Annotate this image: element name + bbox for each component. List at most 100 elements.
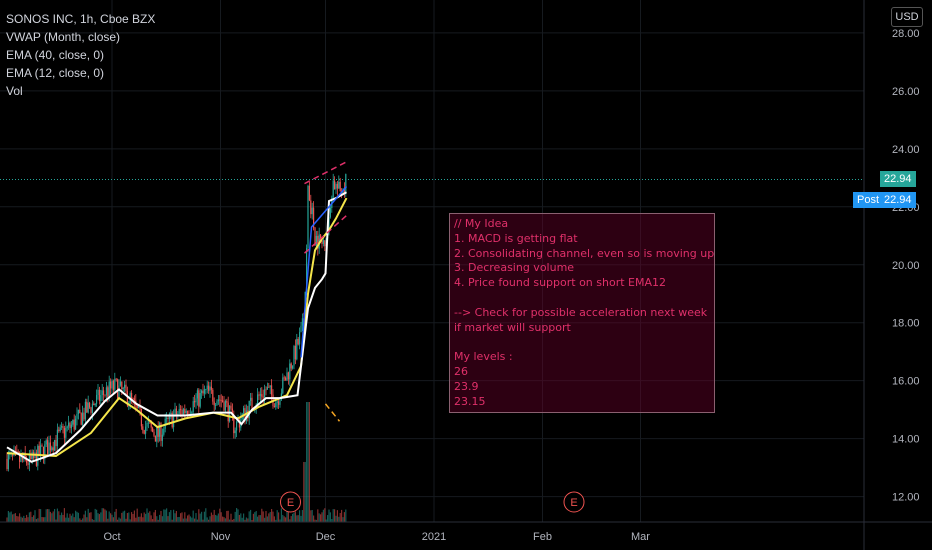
legend-vwap[interactable]: VWAP (Month, close) [6, 30, 121, 44]
volume-bar [41, 517, 43, 522]
volume-bar [318, 513, 320, 522]
volume-bar [189, 516, 191, 522]
candle-body [273, 406, 275, 407]
volume-bar [311, 509, 313, 522]
volume-bar [338, 516, 340, 522]
candle-body [192, 401, 194, 413]
volume-bar [261, 508, 263, 522]
volume-bar [299, 510, 301, 522]
candle-body [149, 422, 151, 424]
candle-body [194, 401, 196, 403]
orange-dashed-marker [324, 403, 341, 422]
volume-bar [177, 517, 179, 522]
candle-body [271, 385, 273, 395]
price-candles [6, 173, 347, 472]
volume-bar [68, 517, 70, 522]
volume-bar [115, 508, 117, 522]
volume-bar [304, 462, 306, 522]
candle-body [49, 442, 51, 451]
volume-bar [118, 517, 120, 522]
volume-bar [285, 517, 287, 522]
volume-bar [255, 510, 257, 522]
volume-bar [89, 512, 91, 522]
candle-body [216, 401, 218, 406]
legend-ema12[interactable]: EMA (12, close, 0) [6, 66, 105, 80]
volume-bar [185, 518, 187, 522]
volume-bar [222, 516, 224, 522]
legend-vol[interactable]: Vol [6, 84, 23, 98]
candle-body [339, 181, 341, 191]
volume-bar [125, 518, 127, 522]
candle-body [181, 410, 183, 416]
candle-body [345, 174, 347, 193]
volume-bar [268, 513, 270, 522]
volume-bar [194, 518, 196, 522]
volume-bar [40, 509, 42, 522]
x-tick-label: Oct [103, 531, 120, 543]
volume-bar [192, 510, 194, 522]
candle-body [308, 185, 310, 201]
volume-bar [34, 510, 36, 522]
volume-bar [80, 519, 82, 522]
volume-bar [91, 519, 93, 522]
currency-button[interactable]: USD [891, 7, 923, 27]
volume-bar [82, 518, 84, 522]
volume-bar [28, 512, 30, 522]
volume-bar [55, 519, 57, 522]
candle-body [314, 227, 316, 246]
volume-bar [159, 514, 161, 522]
volume-bar [160, 510, 162, 522]
volume-bar [164, 509, 166, 522]
candle-body [47, 440, 49, 455]
volume-bar [216, 515, 218, 522]
candle-body [76, 413, 78, 419]
candle-body [80, 413, 82, 425]
volume-bar [96, 509, 98, 522]
volume-bar [324, 508, 326, 522]
volume-bar [21, 517, 23, 522]
volume-bar [108, 511, 110, 522]
x-tick-label: Nov [211, 531, 231, 543]
candle-body [38, 445, 40, 456]
y-tick-label: 24.00 [892, 144, 920, 156]
volume-bar [201, 511, 203, 522]
volume-bar [307, 402, 309, 522]
candle-body [313, 207, 315, 228]
candle-body [187, 410, 189, 415]
candle-body [226, 401, 228, 403]
y-tick-label: 16.00 [892, 376, 920, 388]
volume-bar [27, 517, 29, 522]
candle-body [234, 430, 236, 434]
candle-body [153, 431, 155, 436]
candle-body [79, 409, 81, 414]
y-tick-label: 20.00 [892, 260, 920, 272]
volume-bars [6, 402, 347, 522]
candle-body [26, 457, 28, 464]
candle-body [199, 392, 201, 407]
idea-note[interactable]: // My Idea 1. MACD is getting flat 2. Co… [449, 213, 715, 413]
candle-body [19, 453, 21, 462]
volume-bar [273, 516, 275, 522]
candle-body [289, 363, 291, 380]
candle-body [7, 454, 9, 470]
candle-body [294, 346, 296, 360]
volume-bar [86, 517, 88, 522]
volume-bar [62, 514, 64, 522]
legend-title[interactable]: SONOS INC, 1h, Cboe BZX [6, 12, 156, 26]
candle-body [159, 423, 161, 437]
volume-bar [7, 510, 9, 522]
legend-ema40[interactable]: EMA (40, close, 0) [6, 48, 105, 62]
candle-body [125, 384, 127, 392]
candle-body [96, 394, 98, 404]
candle-body [56, 429, 58, 447]
candle-body [136, 405, 138, 408]
candle-body [55, 440, 57, 447]
volume-bar [283, 516, 285, 522]
candle-body [20, 455, 22, 462]
vwap-line [300, 186, 348, 358]
volume-bar [93, 519, 95, 522]
volume-bar [223, 517, 225, 522]
candle-body [329, 207, 331, 218]
candle-body [205, 389, 207, 390]
